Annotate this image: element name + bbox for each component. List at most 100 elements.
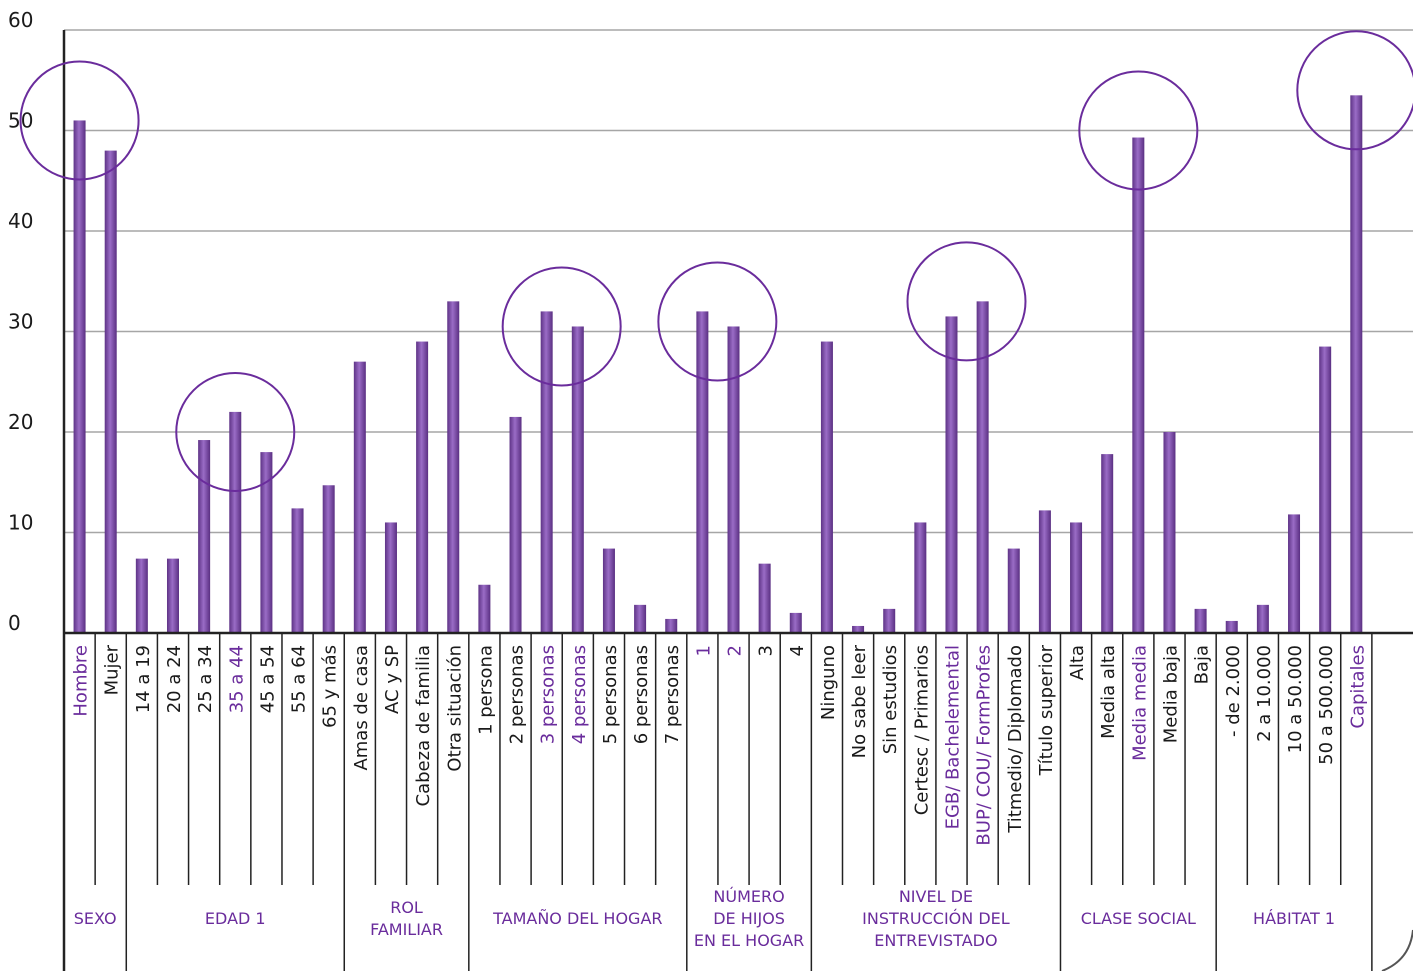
category-label: Certesc / Primarios xyxy=(911,645,932,815)
bar xyxy=(571,326,584,633)
bar xyxy=(1038,510,1051,633)
group-labels: SEXO EDAD 1 ROL FAMILIAR TAMAÑO DEL HOGAR NÚM… xyxy=(74,887,1335,950)
y-tick-label: 30 xyxy=(8,310,33,334)
category-label: Alta xyxy=(1067,645,1088,680)
axes xyxy=(62,30,1413,971)
category-label: 65 y más xyxy=(320,645,341,728)
bar xyxy=(945,316,958,633)
category-label: BUP/ COU/ FormProfes xyxy=(974,645,995,846)
category-label: 3 personas xyxy=(538,645,559,744)
highlight-circle xyxy=(1078,70,1199,191)
category-label: 6 personas xyxy=(631,645,652,744)
corner-curve xyxy=(1381,929,1413,971)
bar xyxy=(353,361,366,633)
bar xyxy=(727,326,740,633)
group-label: TAMAÑO DEL HOGAR xyxy=(492,909,662,928)
category-label: 20 a 24 xyxy=(164,645,185,713)
category-label: 4 xyxy=(787,645,808,656)
bar xyxy=(198,440,211,633)
category-label: Cabeza de familia xyxy=(413,645,434,806)
category-label: Ninguno xyxy=(818,645,839,720)
category-label: 7 personas xyxy=(662,645,683,744)
bar xyxy=(820,341,833,633)
bar xyxy=(104,150,117,633)
group-label: DE HIJOS xyxy=(713,909,785,928)
bar xyxy=(852,625,865,633)
y-tick-label: 10 xyxy=(8,511,33,535)
group-label: ROL xyxy=(390,898,423,917)
bar xyxy=(229,411,242,633)
bar xyxy=(758,563,771,633)
bar xyxy=(1350,95,1363,633)
group-label: CLASE SOCIAL xyxy=(1081,909,1196,928)
category-labels: Hombre Mujer 14 a 19 20 a 24 25 a 34 35 a 44 4… xyxy=(71,644,1369,845)
category-label: Título superior xyxy=(1036,644,1057,776)
category-label: Media media xyxy=(1129,645,1150,761)
bar xyxy=(1007,548,1020,633)
group-label: EN EL HOGAR xyxy=(694,931,804,950)
bar xyxy=(696,311,709,633)
category-label: AC y SP xyxy=(382,645,403,714)
bar xyxy=(665,618,678,633)
category-label: Capitales xyxy=(1347,645,1368,729)
category-label: Sin estudios xyxy=(880,645,901,754)
bar xyxy=(1288,514,1301,633)
highlight-circles xyxy=(19,30,1413,492)
bar xyxy=(416,341,429,633)
bar xyxy=(1319,346,1332,633)
highlight-circle xyxy=(906,241,1027,362)
highlight-circle xyxy=(19,60,140,181)
bar xyxy=(73,120,86,633)
bar xyxy=(1132,137,1145,633)
bar xyxy=(914,522,927,633)
highlight-circle xyxy=(501,266,622,387)
category-label: No sabe leer xyxy=(849,644,870,758)
bar xyxy=(883,608,896,633)
category-label: Titmedio/ Diplomado xyxy=(1005,645,1026,834)
bar xyxy=(1101,454,1114,633)
category-label: 25 a 34 xyxy=(195,645,216,713)
bar xyxy=(1194,608,1207,633)
category-label: 14 a 19 xyxy=(133,645,154,713)
bar xyxy=(1070,522,1083,633)
category-label: 45 a 54 xyxy=(257,645,278,713)
y-tick-label: 40 xyxy=(8,209,33,233)
bar xyxy=(322,485,335,633)
bar xyxy=(260,452,273,633)
group-label: NIVEL DE xyxy=(899,887,973,906)
category-label: 1 persona xyxy=(475,645,496,735)
group-label: FAMILIAR xyxy=(370,920,443,939)
category-label: 3 xyxy=(756,645,777,656)
bar xyxy=(166,558,179,633)
category-label: Amas de casa xyxy=(351,645,372,771)
y-tick-label: 20 xyxy=(8,410,33,434)
group-label: ENTREVISTADO xyxy=(874,931,997,950)
category-label: 35 a 44 xyxy=(226,645,247,713)
category-label: Hombre xyxy=(71,645,92,717)
bar xyxy=(634,604,647,633)
category-label: Otra situación xyxy=(444,645,465,772)
bars xyxy=(73,95,1363,633)
y-tick-label: 60 xyxy=(8,8,33,32)
category-label: 55 a 64 xyxy=(289,645,310,713)
category-label: Baja xyxy=(1192,645,1213,684)
category-label: 2 xyxy=(725,645,746,656)
group-label: SEXO xyxy=(74,909,117,928)
group-label: INSTRUCCIÓN DEL xyxy=(862,909,1010,928)
category-label: - de 2.000 xyxy=(1223,645,1244,737)
bar xyxy=(1163,432,1176,633)
bar xyxy=(1256,604,1269,633)
group-label: NÚMERO xyxy=(713,887,784,906)
y-tick-label: 0 xyxy=(8,611,21,635)
bar xyxy=(135,558,148,633)
category-label: EGB/ Bachelemental xyxy=(942,645,963,829)
bar xyxy=(447,301,460,633)
highlight-circle xyxy=(657,261,778,382)
bar xyxy=(789,612,802,633)
bar xyxy=(540,311,553,633)
category-label: Media baja xyxy=(1160,645,1181,743)
category-label: 50 a 500.000 xyxy=(1316,645,1337,765)
highlight-circle xyxy=(1296,30,1413,151)
